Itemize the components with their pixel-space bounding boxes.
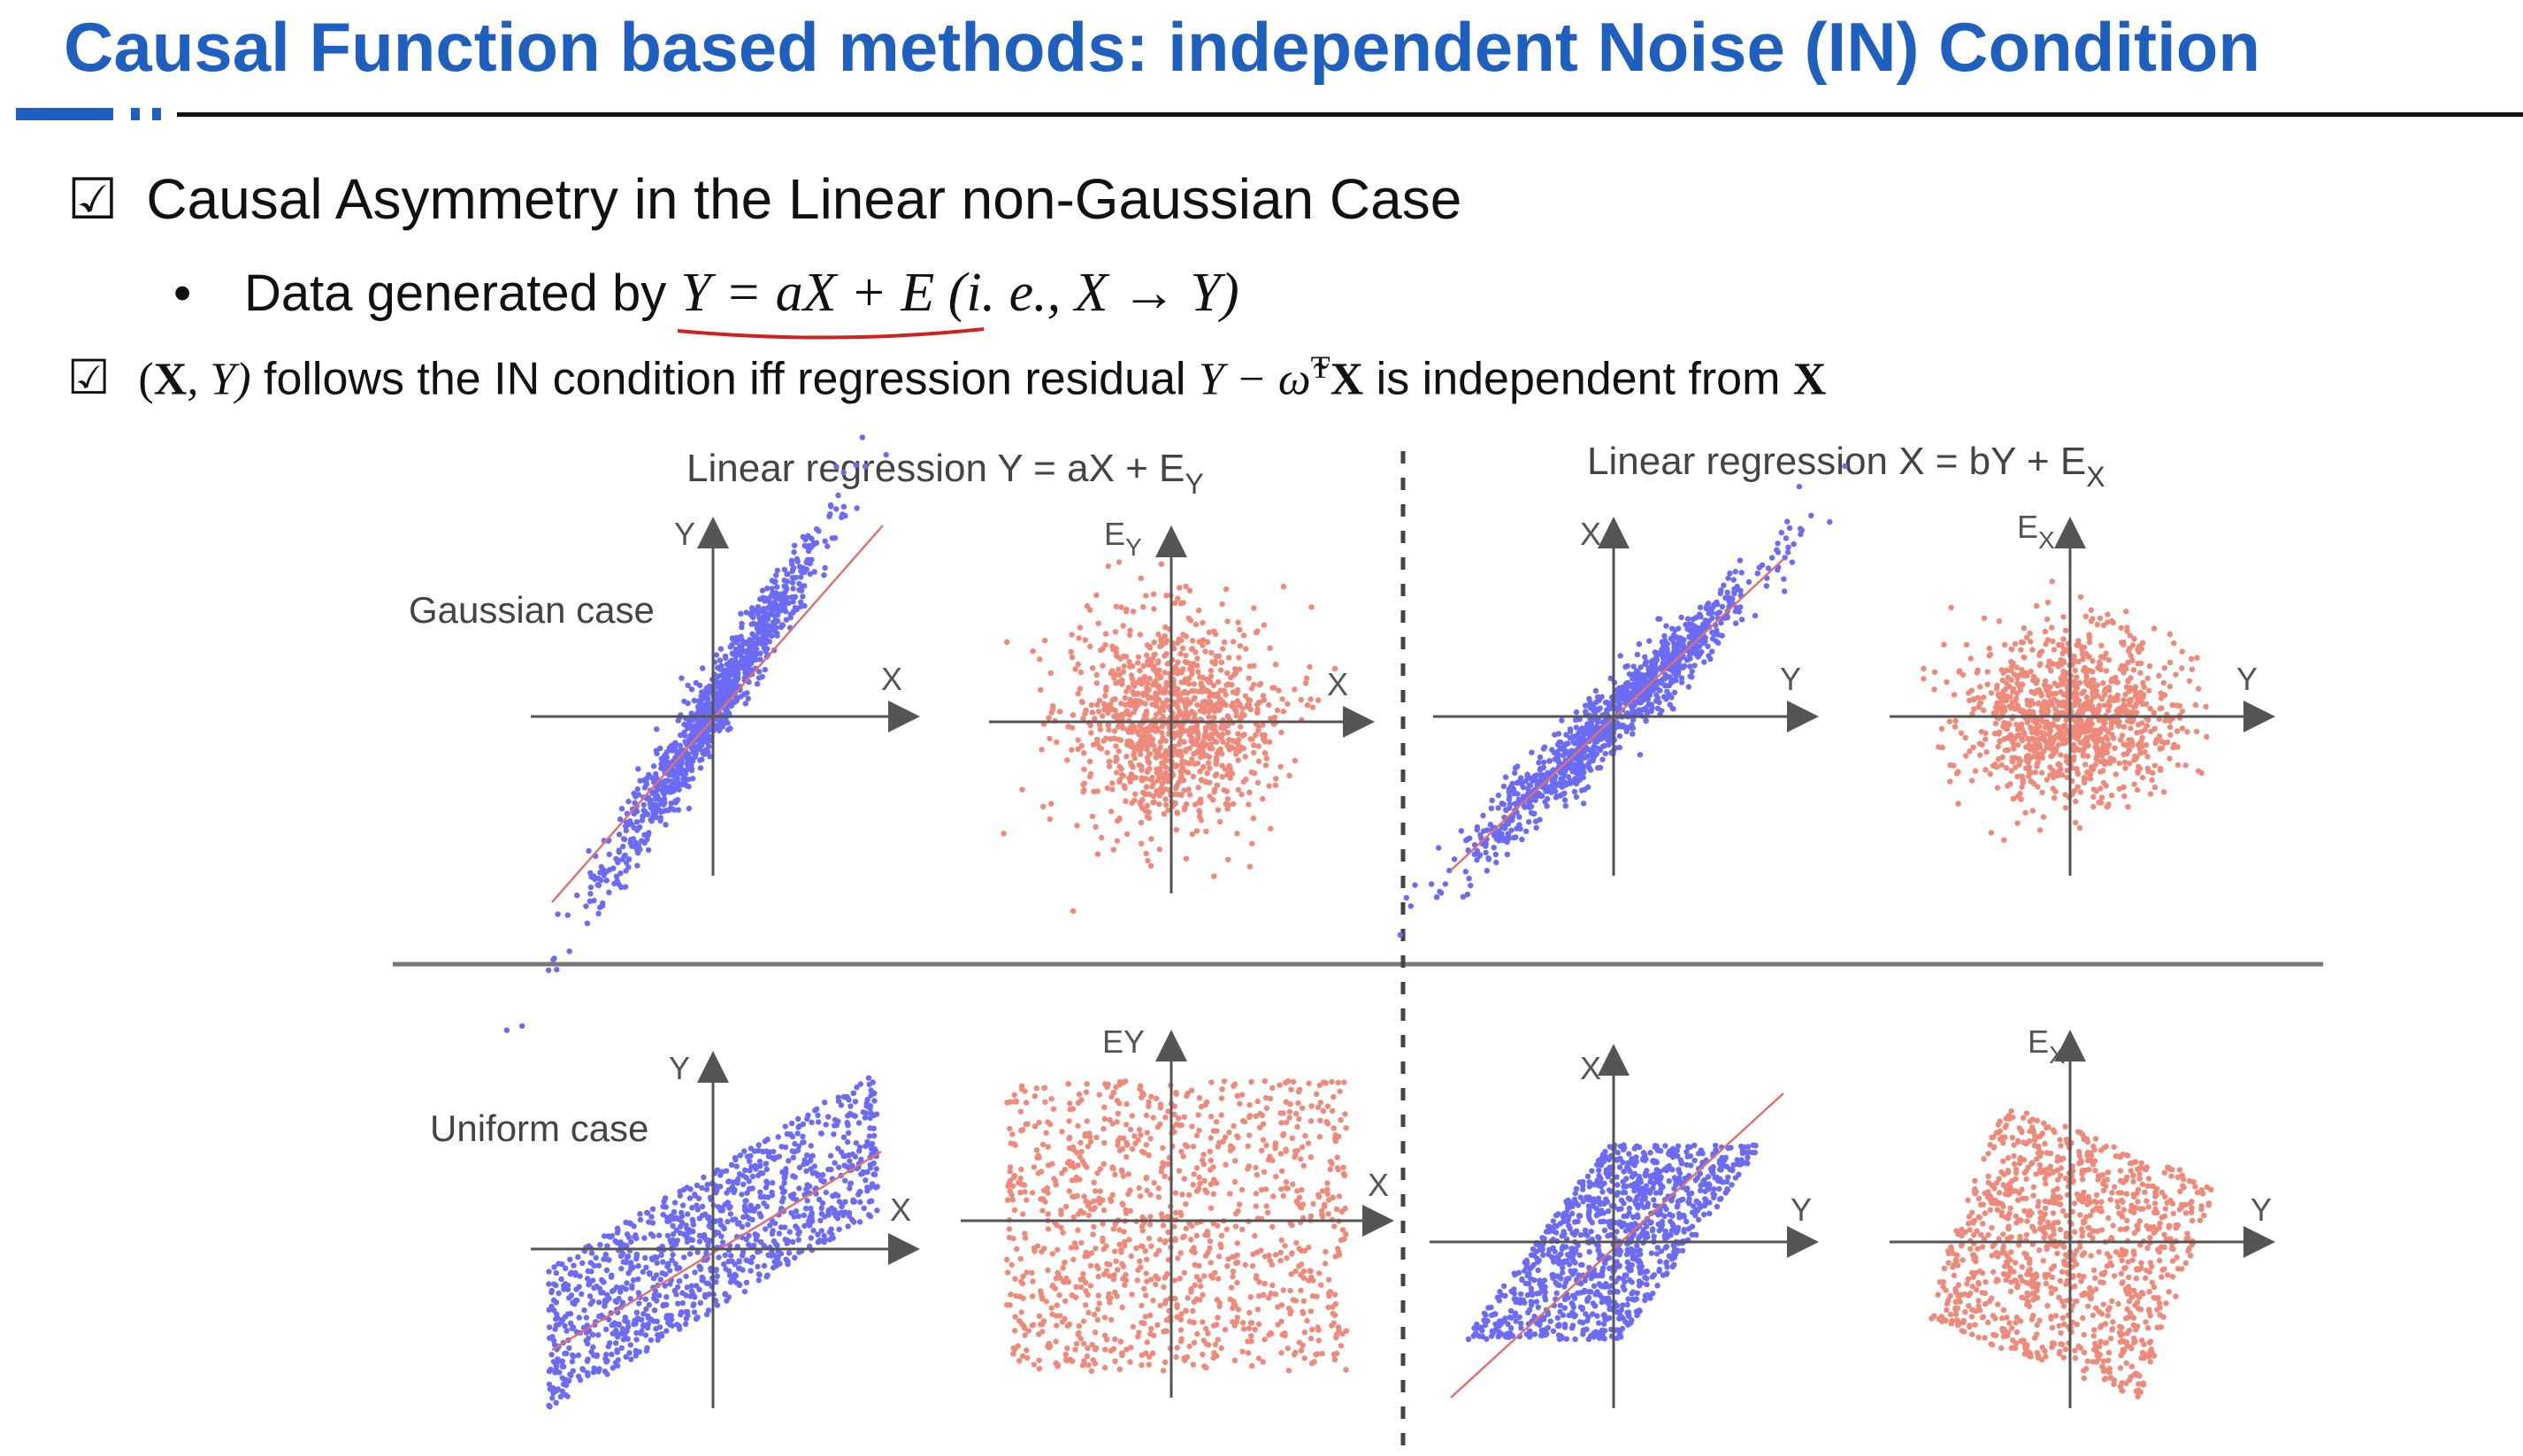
equation-y-ax-e: Y = aX + E — [680, 263, 935, 323]
scatter-points — [1001, 559, 1338, 914]
scatter-points — [1004, 1078, 1350, 1375]
sub-bullet-text: Data generated by — [244, 264, 681, 322]
regression-figure: Linear regression Y = aX + EY Linear reg… — [393, 434, 2323, 1451]
scatter-panel-1: XY — [503, 434, 920, 1033]
checkbox-icon: ☑ — [67, 167, 119, 231]
bullet-icon: • — [173, 264, 192, 322]
math-bold-x-3: X — [1792, 354, 1827, 405]
header-right: Linear regression X = bY + EX — [1587, 440, 2105, 493]
fit-line — [1450, 1092, 1784, 1399]
x-axis-label: X — [1368, 1167, 1389, 1203]
item1-text: Causal Asymmetry in the Linear non-Gauss… — [146, 167, 1462, 231]
x-axis-label: X — [890, 1192, 911, 1228]
y-axis-label: EY — [1104, 516, 1142, 561]
math-transpose: T — [1310, 349, 1331, 385]
x-axis-label: Y — [1780, 661, 1801, 697]
item-in-condition: ☑ (X, Y) follows the IN condition iff reg… — [67, 349, 1826, 405]
scatter-panel-7: YX — [1430, 1044, 1819, 1408]
equation-x-to-y: (i. e., X → Y) — [934, 263, 1239, 323]
item2-text: follows the IN condition iff regression … — [250, 353, 1199, 405]
header-left: Linear regression Y = aX + EY — [686, 447, 1204, 500]
scatter-panel-2: X EY — [989, 516, 1375, 914]
math-bold-x: X — [153, 354, 188, 405]
checkbox-icon-2: ☑ — [67, 351, 111, 405]
y-axis-label: EY — [1102, 1023, 1145, 1060]
x-axis-label: Y — [1791, 1192, 1812, 1228]
fit-line — [551, 525, 884, 903]
y-axis-label: Y — [669, 1050, 690, 1086]
scatter-points — [1921, 579, 2210, 843]
item-causal-asymmetry: ☑ Causal Asymmetry in the Linear non-Gaus… — [67, 166, 1461, 233]
sub-bullet-data-generated: • Data generated by Y = aX + E (i. e., X … — [173, 262, 1239, 325]
fit-line — [1450, 558, 1784, 871]
y-axis-label: EX — [2028, 1023, 2066, 1069]
red-underline — [677, 327, 985, 340]
math-bold-x-2: X — [1330, 354, 1364, 405]
scatter-panel-3: YX — [1397, 463, 1848, 939]
scatter-points — [503, 434, 889, 1033]
y-axis-label: X — [1580, 1050, 1601, 1086]
x-axis-label: X — [881, 661, 902, 697]
scatter-panel-8: Y EX — [1890, 1023, 2275, 1408]
x-axis-label: Y — [2236, 661, 2258, 697]
y-axis-label: EX — [2017, 509, 2055, 554]
scatter-panel-6: X EY — [961, 1023, 1394, 1398]
y-axis-label: Y — [674, 516, 695, 552]
scatter-points — [546, 1075, 880, 1410]
math-open-paren: ( — [138, 354, 154, 405]
math-y-close: , Y) — [187, 354, 251, 405]
scatter-panel-4: Y EX — [1890, 509, 2275, 876]
item2-text-2: is independent from — [1363, 353, 1793, 405]
slide-title: Causal Function based methods: independe… — [64, 8, 2261, 86]
scatter-panel-5: XY — [531, 1050, 920, 1410]
fit-line — [551, 1150, 882, 1352]
scatter-points — [1397, 463, 1848, 939]
math-residual: Y − ω̃ — [1198, 354, 1311, 405]
row-label-uniform: Uniform case — [430, 1107, 648, 1149]
y-axis-label: X — [1580, 516, 1601, 552]
title-underline — [16, 108, 2523, 120]
scatter-points — [1929, 1107, 2214, 1400]
x-axis-label: X — [1327, 666, 1348, 702]
x-axis-label: Y — [2251, 1192, 2272, 1228]
row-label-gaussian: Gaussian case — [409, 589, 655, 631]
